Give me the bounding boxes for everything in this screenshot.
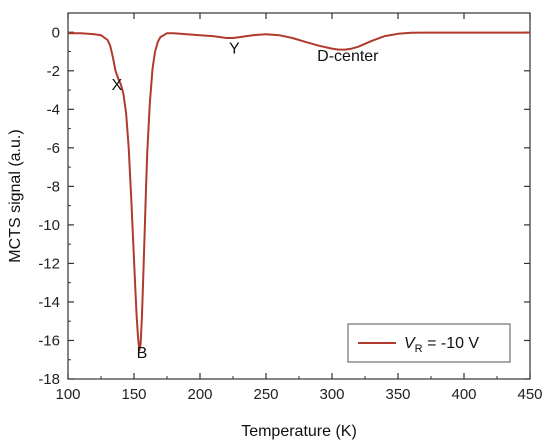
legend-label: VR = -10 V [404,335,479,355]
x-tick-label: 200 [187,386,212,403]
x-axis-title: Temperature (K) [241,423,357,440]
x-tick-label: 350 [385,386,410,403]
legend-suffix: = -10 V [423,335,480,352]
x-tick-label: 100 [55,386,80,403]
legend: VR = -10 V [347,323,511,363]
y-tick-label: -10 [38,217,60,234]
y-tick-label: -8 [47,178,60,195]
x-tick-label: 150 [121,386,146,403]
x-axis: 100 150 200 250 300 350 400 450 [55,13,543,403]
y-tick-label: -6 [47,140,60,157]
x-tick-label: 450 [517,386,542,403]
y-tick-label: -16 [38,332,60,349]
x-tick-label: 300 [319,386,344,403]
x-tick-label: 400 [451,386,476,403]
y-tick-label: -14 [38,294,60,311]
series-line [68,31,530,352]
y-tick-label: -2 [47,63,60,80]
annotation-b: B [137,345,148,362]
y-axis: 0 -2 -4 -6 -8 -10 -12 -14 -16 -18 [38,24,530,388]
y-tick-label: -4 [47,101,60,118]
annotations: X B Y D-center [112,40,380,361]
y-axis-title: MCTS signal (a.u.) [7,129,24,262]
y-tick-label: -18 [38,371,60,388]
plot-area: 100 150 200 250 300 350 400 450 0 -2 -4 -6 -8 -10 -12… [38,12,543,403]
x-tick-label: 250 [253,386,278,403]
annotation-y: Y [229,40,240,57]
y-tick-label: -12 [38,255,60,272]
y-tick-label: 0 [52,24,60,41]
annotation-d-center: D-center [317,48,379,65]
legend-sub: R [415,343,423,355]
annotation-x: X [112,77,123,94]
legend-main: V [404,335,416,352]
